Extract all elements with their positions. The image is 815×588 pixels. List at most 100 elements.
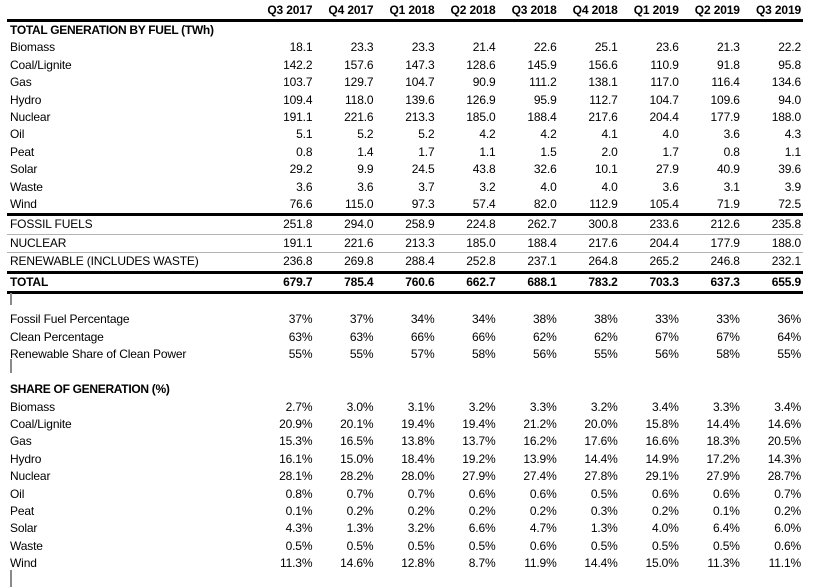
column-header: Q4 2017: [328, 3, 374, 17]
value-cell: 0.1%: [285, 503, 313, 518]
value-cell: 6.6%: [468, 521, 496, 536]
value-cell: 4.2: [479, 127, 496, 142]
value-cell: 20.5%: [767, 434, 801, 449]
value-cell: 1.5: [540, 144, 557, 159]
value-cell: 9.9: [357, 162, 374, 177]
value-cell: 20.0%: [584, 416, 618, 431]
value-cell: 104.7: [405, 75, 435, 90]
value-cell: 191.1: [283, 110, 313, 125]
section-title: SHARE OF GENERATION (%): [10, 382, 170, 397]
value-cell: 213.3: [405, 110, 435, 125]
value-cell: 0.8: [723, 144, 740, 159]
column-header: Q2 2018: [450, 3, 496, 17]
value-cell: 177.9: [710, 235, 740, 250]
value-cell: 33%: [716, 312, 740, 327]
value-cell: 0.2%: [774, 503, 801, 518]
table-row: Nuclear 191.1 221.6 213.3 185.0 188.4 217.6 204…: [7, 109, 803, 126]
row-label: Oil: [10, 127, 25, 142]
value-cell: 95.8: [778, 57, 801, 72]
table-row: NUCLEAR 191.1 221.6 213.3 185.0 188.4 217.6 204…: [7, 234, 803, 253]
value-cell: 4.1: [601, 127, 618, 142]
row-label: Gas: [10, 434, 32, 449]
value-cell: 4.0%: [651, 521, 679, 536]
value-cell: 783.2: [588, 274, 618, 289]
value-cell: 14.4%: [584, 556, 618, 571]
value-cell: 188.0: [771, 110, 801, 125]
value-cell: 62%: [594, 329, 618, 344]
value-cell: 27.9%: [462, 469, 496, 484]
column-header: Q2 2019: [694, 3, 740, 17]
value-cell: 97.3: [411, 197, 435, 212]
value-cell: 213.3: [405, 235, 435, 250]
value-cell: 269.8: [344, 254, 374, 269]
column-header: Q1 2018: [389, 3, 435, 17]
value-cell: 55%: [288, 347, 313, 362]
value-cell: 33%: [655, 312, 679, 327]
value-cell: 138.1: [588, 75, 618, 90]
value-cell: 27.9: [655, 162, 679, 177]
value-cell: 188.0: [771, 235, 801, 250]
value-cell: 21.3: [717, 40, 740, 55]
value-cell: 28.2%: [340, 469, 374, 484]
value-cell: 294.0: [344, 217, 374, 232]
value-cell: 19.4%: [462, 416, 496, 431]
value-cell: 18.4%: [401, 451, 435, 466]
value-cell: 57.4: [472, 197, 496, 212]
value-cell: 0.6%: [468, 486, 496, 501]
value-cell: 0.6%: [774, 538, 801, 553]
value-cell: 38%: [594, 312, 618, 327]
row-label: Gas: [10, 75, 32, 90]
value-cell: 66%: [471, 329, 496, 344]
value-cell: 18.3%: [706, 434, 740, 449]
value-cell: 90.9: [472, 75, 496, 90]
value-cell: 147.3: [405, 57, 435, 72]
value-cell: 17.2%: [706, 451, 740, 466]
value-cell: 3.2%: [590, 399, 618, 414]
value-cell: 4.0: [540, 179, 557, 194]
value-cell: 67%: [655, 329, 679, 344]
cell-border-artifact: [10, 359, 12, 373]
section-title: TOTAL GENERATION BY FUEL (TWh): [10, 23, 214, 37]
value-cell: 3.1: [723, 179, 740, 194]
value-cell: 655.9: [771, 274, 801, 289]
column-header: Q4 2018: [572, 3, 618, 17]
value-cell: 91.8: [717, 57, 740, 72]
value-cell: 14.4%: [584, 451, 618, 466]
column-header-row: Q3 2017 Q4 2017 Q1 2018 Q2 2018 Q3 2018 Q4 20…: [7, 2, 803, 21]
value-cell: 0.2%: [468, 503, 496, 518]
value-cell: 217.6: [588, 235, 618, 250]
value-cell: 23.6: [655, 40, 679, 55]
value-cell: 11.9%: [524, 556, 557, 571]
table-row: Waste 0.5% 0.5% 0.5% 0.5% 0.6% 0.5% 0.5% 0.5% 0.6…: [7, 538, 803, 555]
value-cell: 103.7: [283, 75, 313, 90]
row-label: Nuclear: [10, 469, 51, 484]
spacer-row: [7, 293, 803, 312]
value-cell: 25.1: [594, 40, 618, 55]
value-cell: 55%: [777, 347, 801, 362]
value-cell: 16.2%: [523, 434, 557, 449]
value-cell: 679.7: [283, 274, 313, 289]
table-row: Waste 3.6 3.6 3.7 3.2 4.0 4.0 3.6 3.1 3.9: [7, 179, 803, 196]
row-label: Renewable Share of Clean Power: [10, 347, 187, 362]
value-cell: 236.8: [283, 254, 313, 269]
value-cell: 221.6: [344, 110, 374, 125]
value-cell: 204.4: [649, 235, 679, 250]
value-cell: 1.4: [357, 144, 374, 159]
value-cell: 14.3%: [767, 451, 801, 466]
value-cell: 27.9%: [706, 469, 740, 484]
value-cell: 246.8: [710, 254, 740, 269]
value-cell: 23.3: [350, 40, 374, 55]
value-cell: 20.9%: [279, 416, 313, 431]
value-cell: 104.7: [649, 92, 679, 107]
value-cell: 64%: [777, 329, 801, 344]
value-cell: 760.6: [405, 274, 435, 289]
row-label: Peat: [10, 144, 35, 159]
table-row: TOTAL 679.7 785.4 760.6 662.7 688.1 783.2 703.3…: [7, 272, 803, 293]
value-cell: 0.5%: [590, 486, 618, 501]
value-cell: 3.6: [662, 179, 679, 194]
row-label: Solar: [10, 162, 38, 177]
value-cell: 0.2%: [651, 503, 679, 518]
value-cell: 15.0%: [645, 556, 679, 571]
value-cell: 288.4: [405, 254, 435, 269]
